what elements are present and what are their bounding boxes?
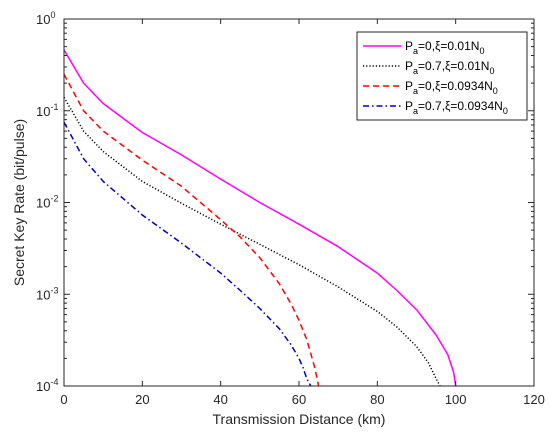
series-layer	[63, 49, 457, 387]
legend-label-4: Pa=0.7,ξ=0.0934N0	[405, 99, 508, 116]
legend-text-part: P	[405, 59, 413, 73]
legend-label-3: Pa=0,ξ=0.0934N0	[405, 79, 498, 96]
y-tick-base: 10	[36, 287, 50, 302]
y-tick-label: 10-2	[36, 194, 58, 211]
legend-text-part: =0.7,ξ=0.0934N	[418, 99, 503, 113]
y-tick-base: 10	[36, 379, 50, 394]
legend-label-2: Pa=0.7,ξ=0.01N0	[405, 59, 494, 76]
legend-text-part: P	[405, 99, 413, 113]
y-tick-exponent: -4	[50, 377, 58, 387]
legend-label-1: Pa=0,ξ=0.01N0	[405, 39, 484, 56]
legend-subscript: 0	[489, 66, 494, 76]
y-tick-label: 10-3	[36, 285, 58, 302]
legend-subscript: a	[413, 46, 418, 56]
x-tick-label: 80	[370, 392, 384, 407]
x-axis: 0 20 40 60 80 100 120	[60, 19, 545, 407]
x-axis-label: Transmission Distance (km)	[213, 411, 386, 427]
legend-text-part: P	[405, 39, 413, 53]
x-tick-label: 40	[213, 392, 227, 407]
legend-text-part: =0,ξ=0.0934N	[418, 79, 493, 93]
y-tick-exponent: 0	[50, 10, 55, 20]
legend: Pa=0,ξ=0.01N0Pa=0.7,ξ=0.01N0Pa=0,ξ=0.093…	[356, 31, 528, 121]
x-tick-label: 60	[292, 392, 306, 407]
legend-text-part: =0,ξ=0.01N	[418, 39, 479, 53]
series-line-3	[63, 73, 320, 387]
series-line-4	[63, 121, 312, 387]
y-tick-base: 10	[36, 104, 50, 119]
x-tick-label: 20	[135, 392, 149, 407]
legend-subscript: a	[413, 106, 418, 116]
series-line-2	[63, 96, 441, 387]
legend-subscript: a	[413, 86, 418, 96]
y-tick-base: 10	[36, 12, 50, 27]
y-tick-label: 10-1	[36, 102, 58, 119]
y-axis-label: Secret Key Rate (bit/pulse)	[11, 119, 27, 286]
y-tick-label: 100	[36, 10, 55, 27]
legend-subscript: a	[413, 66, 418, 76]
y-tick-label: 10-4	[36, 377, 58, 394]
x-tick-label: 120	[523, 392, 545, 407]
legend-subscript: 0	[493, 86, 498, 96]
legend-text-part: P	[405, 79, 413, 93]
legend-subscript: 0	[503, 106, 508, 116]
y-tick-base: 10	[36, 196, 50, 211]
x-tick-label: 0	[60, 392, 67, 407]
legend-text-part: =0.7,ξ=0.01N	[418, 59, 489, 73]
x-tick-label: 100	[445, 392, 467, 407]
series-line-1	[63, 49, 457, 387]
legend-subscript: 0	[479, 46, 484, 56]
y-tick-exponent: -1	[50, 102, 58, 112]
y-tick-exponent: -3	[50, 285, 58, 295]
y-tick-exponent: -2	[50, 194, 58, 204]
